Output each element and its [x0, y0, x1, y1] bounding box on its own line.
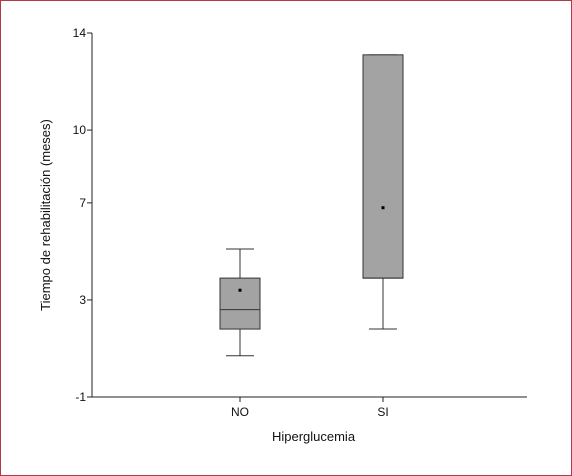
box-series	[219, 54, 404, 357]
box-no	[219, 248, 261, 357]
y-tick-label: 14	[73, 26, 87, 40]
y-axis-title: Tiempo de rehabilitación (meses)	[38, 119, 53, 311]
x-tick-label: NO	[231, 405, 249, 419]
y-tick-label: 7	[79, 196, 86, 210]
axes	[91, 33, 527, 398]
mean-marker	[381, 206, 385, 210]
x-axis-title: Hiperglucemia	[272, 429, 356, 444]
y-ticks: -1 3 7 10 14	[73, 26, 92, 404]
y-tick-label: 3	[79, 293, 86, 307]
mean-marker	[238, 288, 242, 292]
y-tick-label: 10	[73, 123, 87, 137]
box-iqr	[362, 54, 404, 279]
x-ticks: NO SI	[231, 397, 389, 419]
box-iqr	[219, 277, 261, 330]
box-si	[362, 54, 404, 330]
y-tick-label: -1	[75, 390, 86, 404]
x-tick-label: SI	[377, 405, 388, 419]
